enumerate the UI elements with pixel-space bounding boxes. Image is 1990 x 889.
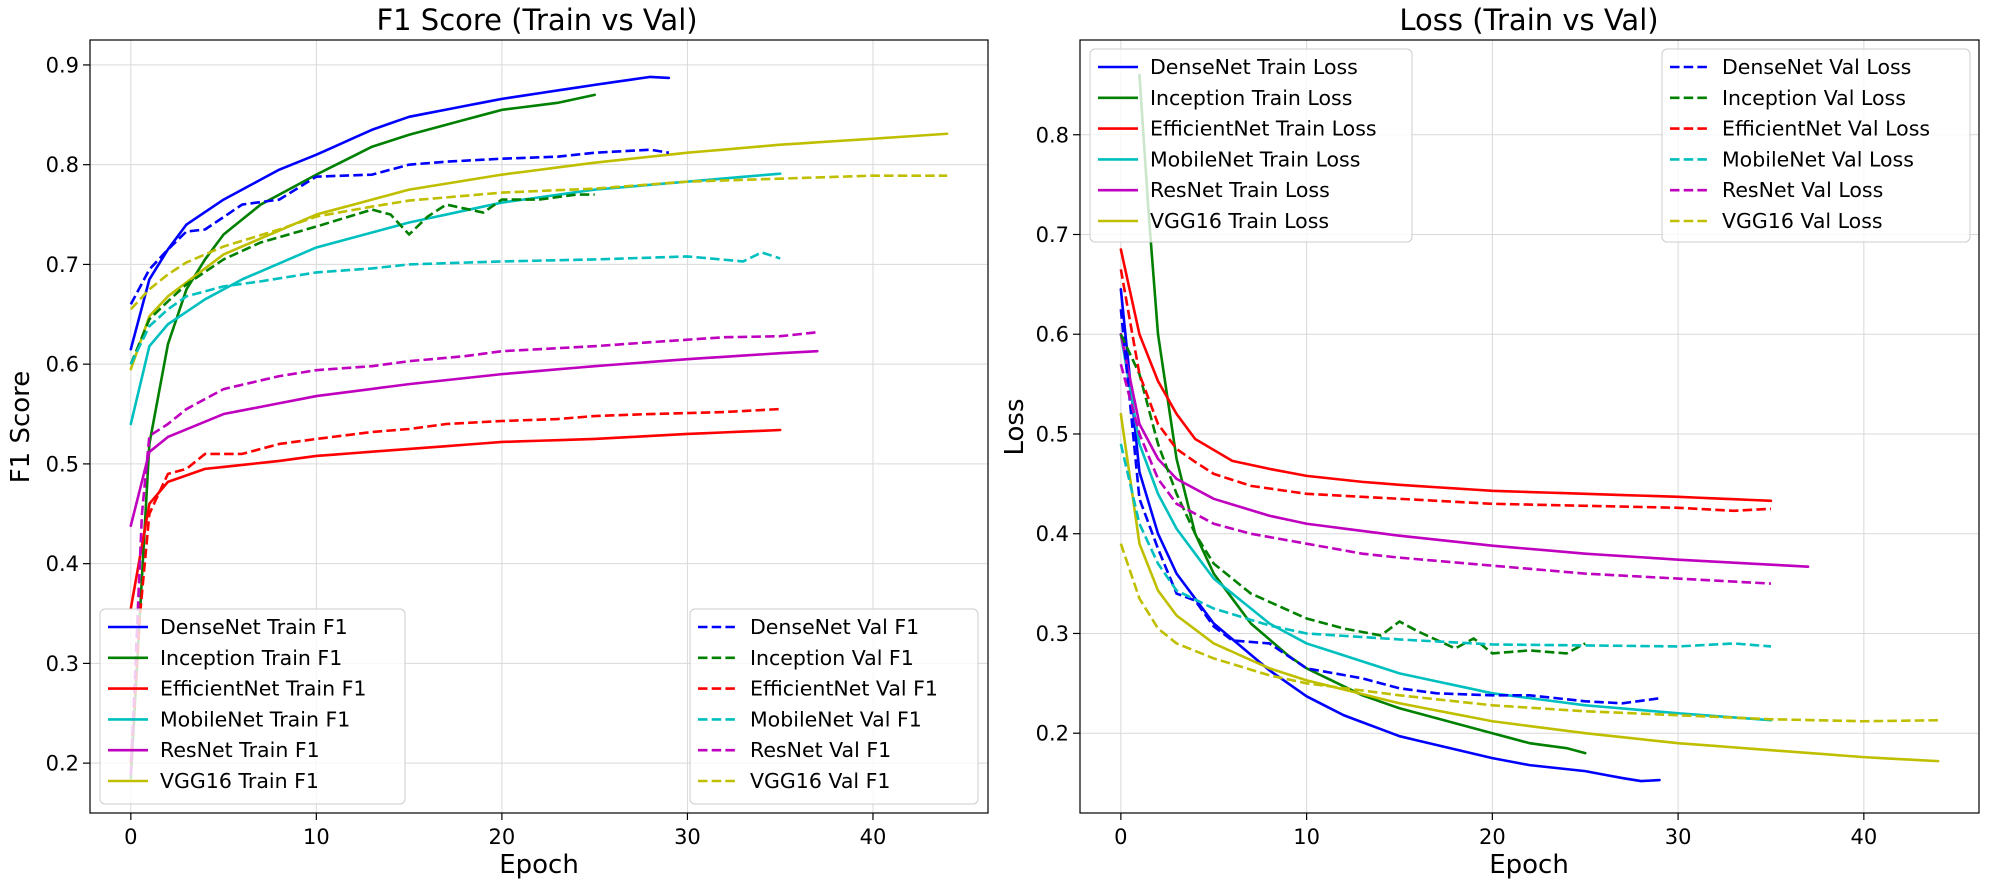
loss-y-tick-label: 0.5	[1036, 422, 1069, 446]
loss-x-tick-label: 40	[1850, 825, 1877, 849]
f1-series-line	[129, 251, 781, 365]
loss-legend-label: DenseNet Train Loss	[1150, 55, 1358, 79]
f1-series-line	[129, 407, 781, 764]
f1-lines	[129, 75, 949, 780]
loss-y-tick-label: 0.8	[1036, 123, 1069, 147]
loss-series-line	[1119, 332, 1810, 568]
f1-x-tick-label: 40	[860, 825, 887, 849]
loss-legend-label: EfficientNet Val Loss	[1722, 117, 1930, 141]
loss-x-tick-label: 30	[1665, 825, 1692, 849]
loss-legend-label: VGG16 Val Loss	[1722, 209, 1883, 233]
f1-train-legend: DenseNet Train F1 Inception Train F1 Effic…	[99, 608, 406, 805]
loss-x-axis-label: Epoch	[1489, 850, 1569, 880]
loss-train-legend-box	[1089, 48, 1413, 243]
loss-x-tick-label: 20	[1479, 825, 1506, 849]
loss-y-tick-label: 0.6	[1036, 323, 1069, 347]
loss-series-line	[1119, 248, 1773, 503]
f1-series-line	[129, 330, 818, 776]
loss-series-line	[1119, 269, 1772, 513]
f1-y-axis-label: F1 Score	[6, 371, 36, 484]
loss-chart: Loss (Train vs Val) 0 10 20 30 40 0.2 0.3 0.4 0.…	[1000, 3, 1980, 880]
loss-chart-title: Loss (Train vs Val)	[1399, 3, 1658, 37]
f1-series-line	[129, 349, 819, 528]
f1-val-legend: DenseNet Val F1 Inception Val F1 Efficient…	[689, 608, 979, 805]
loss-y-tick-label: 0.3	[1036, 622, 1069, 646]
loss-lines	[1119, 73, 1940, 783]
f1-series-line	[129, 132, 949, 371]
f1-legend-label: EfficientNet Train F1	[160, 677, 366, 701]
f1-series-line	[129, 193, 595, 365]
f1-y-tick-label: 0.9	[46, 53, 79, 77]
loss-series-line	[1119, 412, 1940, 763]
f1-legend-label: Inception Val F1	[750, 646, 914, 670]
f1-x-tick-label: 20	[489, 825, 516, 849]
f1-y-tick-label: 0.4	[46, 552, 79, 576]
f1-val-legend-box	[689, 608, 979, 805]
f1-legend-label: MobileNet Val F1	[750, 707, 922, 731]
f1-series-line	[129, 174, 948, 311]
f1-legend-label: ResNet Train F1	[160, 738, 320, 762]
loss-series-line	[1119, 333, 1586, 655]
loss-series-line	[1119, 443, 1772, 648]
loss-series-line	[1119, 332, 1773, 722]
f1-x-tick-label: 0	[124, 825, 137, 849]
loss-legend-label: ResNet Val Loss	[1722, 178, 1883, 202]
loss-val-legend-box	[1661, 48, 1971, 243]
loss-legend-label: Inception Train Loss	[1150, 86, 1352, 110]
f1-legend-label: DenseNet Train F1	[160, 615, 348, 639]
f1-ticks: 0 10 20 30 40 0.2 0.3 0.4 0.5 0.6 0.7 0.8 0.9	[46, 53, 887, 849]
f1-y-tick-label: 0.2	[46, 752, 79, 776]
loss-series-line	[1119, 363, 1772, 585]
f1-series-line	[129, 75, 671, 351]
f1-y-tick-label: 0.5	[46, 452, 79, 476]
f1-y-tick-label: 0.3	[46, 652, 79, 676]
f1-y-tick-label: 0.6	[46, 353, 79, 377]
loss-train-legend: DenseNet Train Loss Inception Train Loss E…	[1089, 48, 1413, 243]
f1-chart: F1 Score (Train vs Val) 0 10 20 30 400.20.30…	[6, 3, 989, 880]
loss-series-line	[1119, 288, 1661, 783]
f1-series-line	[129, 93, 596, 780]
f1-legend-label: VGG16 Val F1	[750, 769, 890, 793]
loss-y-axis-label: Loss	[1000, 398, 1030, 455]
loss-x-tick-label: 0	[1114, 825, 1127, 849]
f1-plot-frame	[89, 39, 989, 814]
loss-plot-frame	[1079, 39, 1980, 814]
loss-series-line	[1119, 309, 1660, 705]
loss-legend-label: DenseNet Val Loss	[1722, 55, 1911, 79]
loss-y-tick-label: 0.4	[1036, 522, 1069, 546]
f1-y-tick-label: 0.8	[46, 153, 79, 177]
loss-legend-label: EfficientNet Train Loss	[1150, 117, 1377, 141]
f1-x-tick-label: 30	[674, 825, 701, 849]
loss-legend-label: VGG16 Train Loss	[1150, 209, 1329, 233]
loss-legend-label: MobileNet Val Loss	[1722, 147, 1914, 171]
loss-legend-label: ResNet Train Loss	[1150, 178, 1330, 202]
f1-train-legend-box	[99, 608, 406, 805]
f1-legend-label: MobileNet Train F1	[160, 707, 350, 731]
f1-x-tick-label: 10	[303, 825, 330, 849]
loss-x-tick-label: 10	[1293, 825, 1320, 849]
f1-legend-label: VGG16 Train F1	[160, 769, 319, 793]
f1-legend-label: ResNet Val F1	[750, 738, 891, 762]
f1-series-line	[129, 428, 782, 610]
loss-ticks: 0 10 20 30 40 0.2 0.3 0.4 0.5 0.6 0.7 0.8	[1036, 123, 1878, 849]
loss-val-legend: DenseNet Val Loss Inception Val Loss Effic…	[1661, 48, 1971, 243]
f1-series-line	[129, 148, 670, 305]
f1-y-tick-label: 0.7	[46, 253, 79, 277]
loss-legend-label: Inception Val Loss	[1722, 86, 1906, 110]
f1-legend-label: Inception Train F1	[160, 646, 342, 670]
loss-y-tick-label: 0.7	[1036, 223, 1069, 247]
f1-legend-label: EfficientNet Val F1	[750, 677, 938, 701]
f1-legend-label: DenseNet Val F1	[750, 615, 919, 639]
f1-x-axis-label: Epoch	[499, 850, 579, 880]
f1-chart-title: F1 Score (Train vs Val)	[376, 3, 697, 37]
loss-y-tick-label: 0.2	[1036, 722, 1069, 746]
loss-legend-label: MobileNet Train Loss	[1150, 147, 1360, 171]
